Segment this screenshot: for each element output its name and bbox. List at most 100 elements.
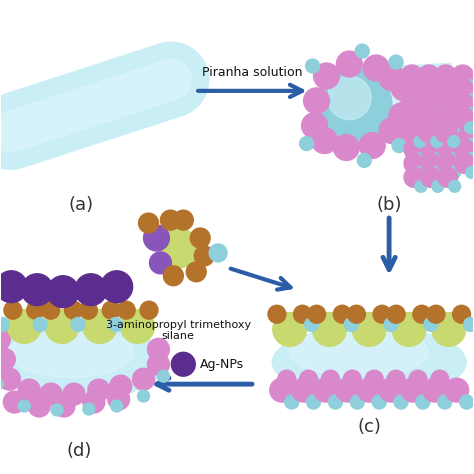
Circle shape xyxy=(209,244,227,262)
Circle shape xyxy=(421,139,441,159)
Circle shape xyxy=(465,138,474,151)
Circle shape xyxy=(448,108,460,120)
Circle shape xyxy=(464,318,474,331)
Circle shape xyxy=(465,122,474,134)
Circle shape xyxy=(194,246,214,266)
Circle shape xyxy=(435,79,457,101)
Circle shape xyxy=(418,121,440,143)
Circle shape xyxy=(186,262,206,282)
Circle shape xyxy=(387,370,405,388)
Circle shape xyxy=(415,153,427,164)
Circle shape xyxy=(321,370,339,388)
Circle shape xyxy=(27,301,45,319)
Circle shape xyxy=(345,318,358,331)
Circle shape xyxy=(448,122,460,134)
Circle shape xyxy=(401,121,423,143)
Circle shape xyxy=(270,378,294,402)
Circle shape xyxy=(418,107,440,128)
Circle shape xyxy=(432,180,444,192)
Circle shape xyxy=(357,154,371,167)
Circle shape xyxy=(40,383,62,405)
Circle shape xyxy=(0,271,27,302)
Circle shape xyxy=(438,139,458,159)
Circle shape xyxy=(350,395,364,409)
Text: (d): (d) xyxy=(66,442,91,460)
Circle shape xyxy=(108,388,129,410)
Circle shape xyxy=(328,395,342,409)
Circle shape xyxy=(121,310,155,343)
Circle shape xyxy=(431,80,443,92)
Text: 3-aminopropyl trimethoxy
silane: 3-aminopropyl trimethoxy silane xyxy=(106,319,251,341)
Circle shape xyxy=(413,305,431,323)
Circle shape xyxy=(352,312,386,346)
Circle shape xyxy=(0,328,10,350)
Circle shape xyxy=(431,136,443,147)
Circle shape xyxy=(379,378,403,402)
Text: Piranha solution: Piranha solution xyxy=(201,66,302,80)
Circle shape xyxy=(431,108,443,120)
Circle shape xyxy=(312,312,346,346)
Circle shape xyxy=(18,379,40,401)
Circle shape xyxy=(158,228,198,268)
Circle shape xyxy=(431,94,443,106)
Circle shape xyxy=(384,318,398,331)
Circle shape xyxy=(18,400,30,412)
Circle shape xyxy=(379,65,405,91)
Circle shape xyxy=(21,274,53,306)
Circle shape xyxy=(147,338,169,360)
Circle shape xyxy=(42,301,60,319)
Circle shape xyxy=(438,395,452,409)
Circle shape xyxy=(133,368,155,390)
Circle shape xyxy=(306,59,319,73)
Circle shape xyxy=(71,318,85,331)
Circle shape xyxy=(45,310,79,343)
Circle shape xyxy=(347,305,365,323)
Circle shape xyxy=(0,378,3,390)
Circle shape xyxy=(28,395,50,417)
Circle shape xyxy=(336,378,359,402)
Circle shape xyxy=(465,80,474,92)
Circle shape xyxy=(102,301,120,319)
Circle shape xyxy=(144,225,169,251)
Circle shape xyxy=(392,138,406,153)
Circle shape xyxy=(427,305,445,323)
Ellipse shape xyxy=(272,327,466,398)
Circle shape xyxy=(414,80,426,92)
Circle shape xyxy=(337,51,362,77)
Circle shape xyxy=(379,118,405,144)
Ellipse shape xyxy=(0,325,166,400)
Circle shape xyxy=(293,305,311,323)
Circle shape xyxy=(0,368,20,390)
Circle shape xyxy=(452,93,474,115)
Circle shape xyxy=(161,210,180,230)
Circle shape xyxy=(268,305,286,323)
Circle shape xyxy=(83,391,105,413)
Circle shape xyxy=(80,301,97,319)
Circle shape xyxy=(157,370,169,382)
Circle shape xyxy=(401,65,423,87)
Circle shape xyxy=(452,107,474,128)
Text: (b): (b) xyxy=(376,196,402,214)
Circle shape xyxy=(88,379,110,401)
Circle shape xyxy=(432,166,444,178)
Circle shape xyxy=(448,136,460,147)
Circle shape xyxy=(432,138,444,151)
Circle shape xyxy=(418,79,440,101)
Circle shape xyxy=(432,125,444,137)
Circle shape xyxy=(449,180,461,192)
Circle shape xyxy=(307,395,320,409)
Circle shape xyxy=(415,166,427,178)
Circle shape xyxy=(389,103,415,128)
Circle shape xyxy=(137,390,149,402)
Circle shape xyxy=(313,378,337,402)
Circle shape xyxy=(418,93,440,115)
Circle shape xyxy=(301,113,328,138)
Circle shape xyxy=(416,395,430,409)
Circle shape xyxy=(273,312,307,346)
Circle shape xyxy=(173,210,193,230)
Ellipse shape xyxy=(9,328,133,377)
Circle shape xyxy=(63,383,85,405)
Circle shape xyxy=(453,305,471,323)
Circle shape xyxy=(391,75,417,101)
Circle shape xyxy=(452,65,474,87)
